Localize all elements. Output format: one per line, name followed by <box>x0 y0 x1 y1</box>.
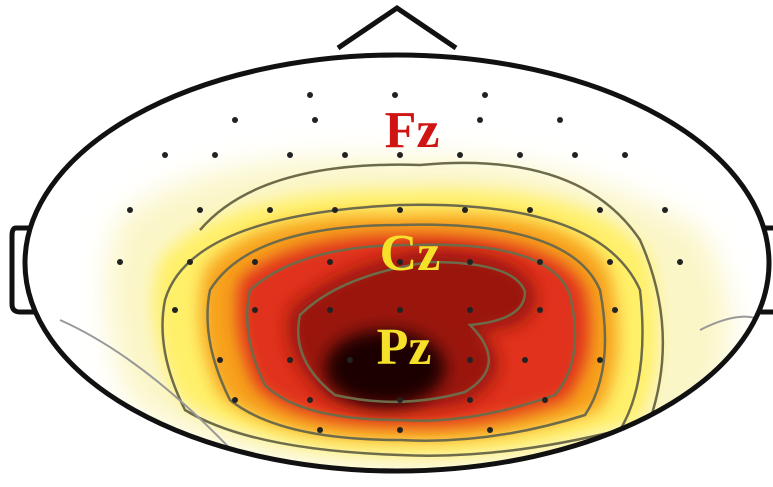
electrode-dot <box>267 207 273 213</box>
electrode-dot <box>597 207 603 213</box>
electrode-dot <box>252 307 258 313</box>
electrode-dot <box>662 207 668 213</box>
electrode-dot <box>217 357 223 363</box>
electrode-dot <box>127 207 133 213</box>
electrode-dot <box>622 152 628 158</box>
electrode-dot <box>232 397 238 403</box>
electrode-dot <box>542 397 548 403</box>
electrode-label: Cz <box>380 225 441 282</box>
topographic-map: Fz Cz Pz <box>0 0 773 487</box>
electrode-dot <box>287 357 293 363</box>
electrode-dot <box>537 307 543 313</box>
electrode-dot <box>397 427 403 433</box>
electrode-dot <box>612 307 618 313</box>
electrode-dot <box>467 307 473 313</box>
electrode-dot <box>307 397 313 403</box>
electrode-dot <box>287 152 293 158</box>
electrode-dot <box>187 259 193 265</box>
electrode-dot <box>327 307 333 313</box>
electrode-dot <box>317 427 323 433</box>
electrode-dot <box>327 259 333 265</box>
electrode-dot <box>312 117 318 123</box>
electrode-dot <box>487 427 493 433</box>
electrode-label: Fz <box>385 102 440 159</box>
electrode-dot <box>522 357 528 363</box>
electrode-label: Pz <box>377 319 432 376</box>
electrode-dot <box>572 152 578 158</box>
electrode-dot <box>162 152 168 158</box>
electrode-dot <box>477 117 483 123</box>
electrode-dot <box>342 152 348 158</box>
electrode-dot <box>197 207 203 213</box>
electrode-dot <box>117 259 123 265</box>
electrode-dot <box>482 92 488 98</box>
electrode-dot <box>307 92 313 98</box>
electrode-dot <box>232 117 238 123</box>
electrode-dot <box>397 207 403 213</box>
electrode-dot <box>677 259 683 265</box>
electrode-dot <box>467 259 473 265</box>
electrode-dot <box>527 207 533 213</box>
electrode-dot <box>397 307 403 313</box>
electrode-dot <box>252 259 258 265</box>
electrode-dot <box>457 152 463 158</box>
electrode-dot <box>462 207 468 213</box>
electrode-dot <box>517 152 523 158</box>
electrode-dot <box>397 397 403 403</box>
electrode-dot <box>172 307 178 313</box>
electrode-dot <box>537 259 543 265</box>
electrode-dot <box>392 92 398 98</box>
electrode-dot <box>212 152 218 158</box>
electrode-dot <box>557 117 563 123</box>
electrode-dot <box>467 357 473 363</box>
page: Fz Cz Pz (() => { const data = JSON.pars… <box>0 0 773 487</box>
electrode-dot <box>597 357 603 363</box>
electrode-dot <box>332 207 338 213</box>
electrode-dot <box>467 397 473 403</box>
electrode-dot <box>607 259 613 265</box>
electrode-dot <box>347 357 353 363</box>
